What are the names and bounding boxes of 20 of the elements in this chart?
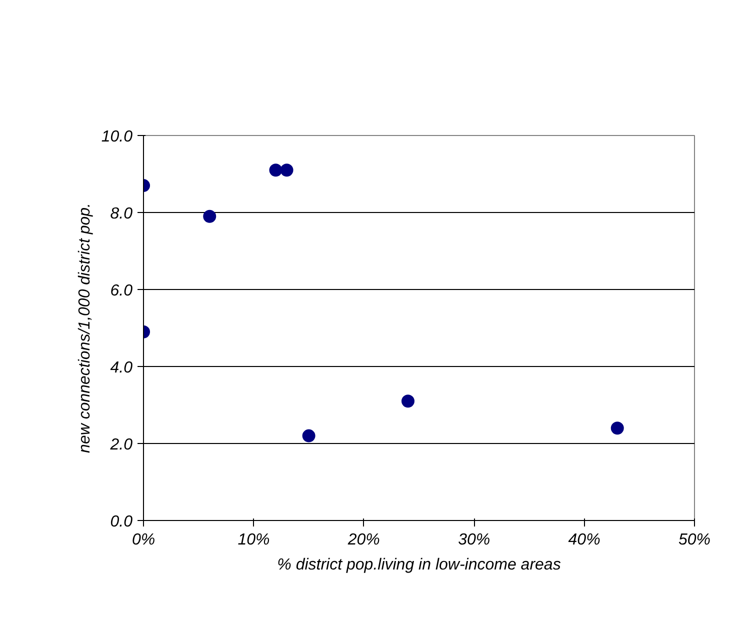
x-tick-label: 20% [346, 532, 380, 548]
point [203, 210, 216, 223]
y-tick-label: 4.0 [110, 360, 133, 376]
y-axis-title: new connections/1,000 district pop. [76, 203, 94, 453]
y-tick-label: 8.0 [110, 206, 133, 222]
y-tick-label: 2.0 [109, 436, 133, 454]
point [269, 164, 282, 177]
x-axis-title: % district pop.living in low-income areas [277, 556, 561, 574]
point [302, 429, 316, 442]
point [401, 394, 414, 408]
point [280, 164, 294, 177]
x-tick-label: 30% [458, 532, 490, 548]
x-tick-label: 10% [238, 532, 270, 548]
point [610, 422, 624, 435]
x-tick-label: 40% [568, 532, 600, 548]
x-tick-label: 0% [132, 532, 156, 548]
y-tick-label: 10.0 [101, 128, 133, 146]
y-tick-label: 6.0 [110, 282, 133, 300]
x-tick-label: 50% [678, 532, 711, 548]
y-tick-label: 0.0 [110, 514, 133, 530]
